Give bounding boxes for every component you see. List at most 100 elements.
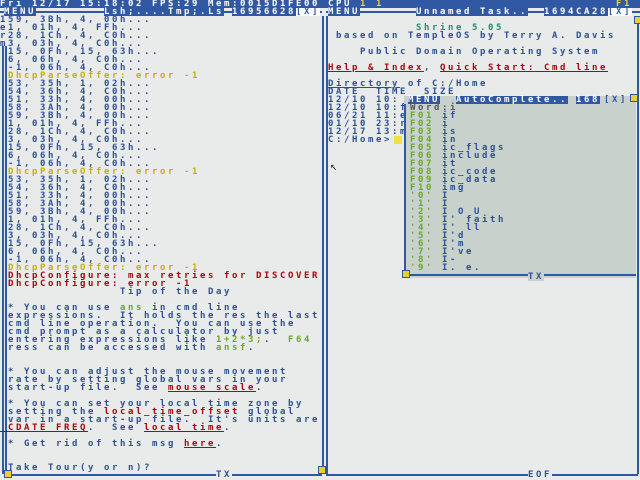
- autocomplete-item[interactable]: I've: [442, 247, 474, 257]
- autocomplete-key[interactable]: '7': [410, 247, 434, 257]
- autocomplete-item[interactable]: ic_flags: [442, 143, 506, 153]
- autocomplete-item[interactable]: if: [442, 111, 458, 121]
- right-scrollbar[interactable]: [637, 16, 639, 474]
- right-close-button[interactable]: [X]: [608, 7, 632, 17]
- autocomplete-key[interactable]: F08: [410, 167, 434, 177]
- autocomplete-item[interactable]: I-: [442, 255, 458, 265]
- left-border-inner: [5, 46, 7, 474]
- autocomplete-item[interactable]: I' ll: [442, 223, 482, 233]
- autocomplete-item[interactable]: I O U: [442, 207, 482, 217]
- autocomplete-item[interactable]: I'm: [442, 239, 466, 249]
- autocomplete-key[interactable]: '9': [410, 263, 434, 273]
- autocomplete-item[interactable]: I: [442, 191, 450, 201]
- ac-close-button[interactable]: [X]: [604, 95, 628, 105]
- autocomplete-key[interactable]: F07: [410, 159, 434, 169]
- autocomplete-key[interactable]: '2': [410, 207, 434, 217]
- autocomplete-item[interactable]: in: [442, 135, 458, 145]
- autocomplete-key[interactable]: '6': [410, 239, 434, 249]
- autocomplete-item[interactable]: I' faith: [442, 215, 506, 225]
- left-scroll-handle[interactable]: [318, 466, 326, 474]
- text-line: DhcpConfigure: error -1: [0, 279, 192, 289]
- ac-id: 168: [576, 95, 600, 105]
- text-segment: Tip of the Day: [0, 287, 232, 297]
- text-line: 1, 01h, 4, FFh...: [0, 216, 144, 225]
- autocomplete-key[interactable]: '1': [410, 199, 434, 209]
- autocomplete-key[interactable]: F09: [410, 175, 434, 185]
- right-menu-button[interactable]: MENU: [328, 7, 360, 17]
- autocomplete-item[interactable]: i: [442, 119, 450, 129]
- text-line: 58, 3Ah, 4, 00h...: [0, 200, 152, 209]
- autocomplete-item[interactable]: it: [442, 159, 458, 169]
- autocomplete-key[interactable]: F03: [410, 127, 434, 137]
- text-line: * You can adjust the mouse movement: [0, 367, 288, 377]
- text-line: 12/17 13:m: [328, 128, 408, 137]
- text-line: 54, 36h, 4, C0h...: [0, 184, 152, 193]
- link[interactable]: here: [183, 439, 216, 449]
- ac-menu-button[interactable]: MENU: [408, 95, 440, 105]
- autocomplete-key[interactable]: '0': [410, 191, 434, 201]
- text-line: 12/10 10:: [328, 95, 400, 105]
- link[interactable]: Directory: [328, 79, 400, 89]
- text-line: rate by setting global vars in your: [0, 376, 288, 385]
- text-segment: expressions. It holds the res the last: [0, 311, 320, 321]
- link[interactable]: mouse scale: [167, 383, 256, 393]
- text-line: 54, 36h, 4, C0h...: [0, 88, 152, 97]
- link[interactable]: CDATE_FREQ: [0, 423, 88, 433]
- autocomplete-key[interactable]: '4': [410, 223, 434, 233]
- autocomplete-item[interactable]: ic_data: [442, 175, 498, 185]
- text-segment: 01/10 23:r: [328, 119, 408, 129]
- left-scrollbar[interactable]: [322, 16, 324, 474]
- autocomplete-key[interactable]: F01: [410, 111, 434, 121]
- autocomplete-window: [402, 94, 638, 278]
- right-scroll-handle[interactable]: [634, 16, 640, 24]
- autocomplete-key[interactable]: '8': [410, 255, 434, 265]
- autocomplete-item[interactable]: is: [442, 127, 458, 137]
- left-menu-button[interactable]: MENU: [4, 7, 36, 17]
- text-line: cmd line operation. You can use the: [0, 320, 296, 329]
- ac-resize-handle[interactable]: [402, 270, 410, 278]
- f1-help[interactable]: F1: [616, 0, 632, 9]
- autocomplete-key[interactable]: '3': [410, 215, 434, 225]
- link[interactable]: Quick Start: Cmd line: [439, 63, 608, 73]
- text-line: var in a start-up file. It's units are: [0, 415, 320, 425]
- text-segment: DhcpConfigure: error -1: [0, 279, 192, 289]
- autocomplete-key[interactable]: F10: [410, 183, 434, 193]
- text-line: 15, 0Fh, 15, 63h...: [0, 144, 160, 153]
- autocomplete-item[interactable]: img: [442, 183, 466, 193]
- autocomplete-key[interactable]: F05: [410, 143, 434, 153]
- text-segment: in cmd line: [143, 303, 240, 313]
- text-segment: . See: [87, 423, 144, 433]
- autocomplete-key[interactable]: F02: [410, 119, 434, 129]
- link[interactable]: local time: [143, 423, 224, 433]
- text-line: Help & Index, Quick Start: Cmd line: [328, 63, 608, 73]
- text-line: m3, 03h, 4, C0h...: [0, 40, 144, 49]
- text-segment: var in a start-up file. It's units are: [0, 415, 320, 425]
- right-footer: EOF: [528, 470, 552, 480]
- text-line: 15, 0Fh, 15, 63h...: [0, 48, 160, 57]
- text-segment: -1, 06h, 4, C0h...: [0, 159, 152, 169]
- autocomplete-item[interactable]: include: [442, 151, 498, 161]
- left-resize-handle[interactable]: [4, 470, 12, 478]
- text-segment: 59, 3Bh, 4, 00h...: [0, 111, 152, 121]
- autocomplete-item[interactable]: I: [442, 199, 450, 209]
- autocomplete-item[interactable]: I'd: [442, 231, 466, 241]
- autocomplete-key[interactable]: F06: [410, 151, 434, 161]
- text-line: C:/Home>: [328, 136, 392, 145]
- text-line: 28, 1Ch, 4, C0h...: [0, 128, 152, 137]
- text-line: e1, 01h, 4, FFh...: [0, 24, 144, 33]
- autocomplete-key[interactable]: '5': [410, 231, 434, 241]
- text-line: 3, 03h, 4, C0h...: [0, 232, 144, 241]
- text-segment: * You can adjust the mouse movement: [0, 367, 288, 377]
- link[interactable]: Help & Index: [328, 63, 424, 73]
- autocomplete-item[interactable]: I. e.: [442, 263, 482, 273]
- autocomplete-key[interactable]: F04: [410, 135, 434, 145]
- text-line: 6, 06h, 4, C0h...: [0, 56, 144, 65]
- text-segment: based on TempleOS by Terry A. Davis: [328, 31, 616, 41]
- text-line: 53, 35h, 1, 02h...: [0, 176, 152, 185]
- ac-scroll-handle[interactable]: [630, 94, 638, 102]
- left-close-button[interactable]: [X]: [296, 7, 320, 17]
- text-segment: -1, 06h, 4, C0h...: [0, 63, 152, 73]
- autocomplete-item[interactable]: ic_code: [442, 167, 498, 177]
- text-line: Tip of the Day: [0, 287, 232, 297]
- text-segment: 12/10 10:: [328, 95, 400, 105]
